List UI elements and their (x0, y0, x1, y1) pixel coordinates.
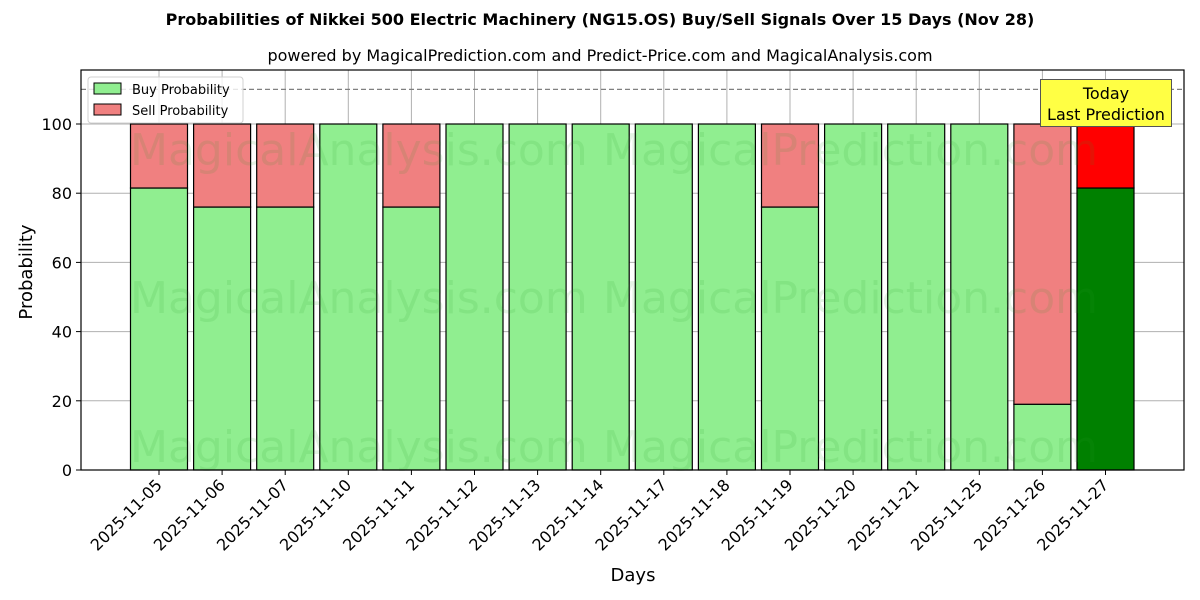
annotation-line2: Last Prediction (1047, 105, 1165, 124)
svg-text:MagicalAnalysis.com: MagicalAnalysis.com (130, 273, 588, 324)
svg-text:MagicalAnalysis.com: MagicalAnalysis.com (130, 422, 588, 473)
bar-2025-11-06 (193, 123, 252, 471)
svg-text:MagicalAnalysis.com: MagicalAnalysis.com (130, 125, 588, 176)
sell-segment (129, 123, 189, 189)
sell-segment (256, 123, 315, 208)
y-tick-label: 80 (52, 184, 72, 203)
watermarks: MagicalAnalysis.com MagicalPrediction.com… (130, 125, 1098, 473)
y-tick-label: 0 (62, 461, 72, 480)
buy-segment (1076, 187, 1135, 471)
buy-segment (319, 123, 378, 471)
buy-segment (823, 123, 883, 471)
y-tick-label: 60 (52, 253, 72, 272)
sell-segment (1013, 123, 1072, 405)
bar-2025-11-19 (760, 123, 820, 471)
bar-2025-11-25 (950, 123, 1009, 471)
bars (129, 123, 1135, 471)
buy-segment (760, 206, 820, 471)
bar-2025-11-05 (129, 123, 189, 471)
sell-segment (382, 123, 441, 208)
bar-2025-11-11 (382, 123, 441, 471)
svg-text:MagicalPrediction.com: MagicalPrediction.com (603, 273, 1098, 324)
bar-2025-11-18 (697, 123, 757, 471)
y-axis: 0 20 40 60 80 100 Probability (16, 115, 81, 480)
bar-2025-11-27 (1076, 123, 1135, 471)
bar-2025-11-17 (634, 123, 693, 471)
bar-2025-11-20 (823, 123, 883, 471)
y-tick-label: 100 (41, 115, 72, 134)
today-annotation: Today Last Prediction (1040, 79, 1172, 127)
x-axis-label: Days (611, 565, 656, 586)
buy-segment (634, 123, 693, 471)
sell-segment (760, 123, 820, 208)
sell-segment (1076, 123, 1135, 189)
buy-segment (129, 187, 189, 471)
y-tick-label: 20 (52, 392, 72, 411)
buy-segment (445, 123, 504, 471)
legend-sell: Sell Probability (132, 104, 229, 119)
bar-2025-11-14 (571, 123, 630, 471)
svg-text:MagicalPrediction.com: MagicalPrediction.com (603, 125, 1098, 176)
plot-frame (80, 69, 1185, 471)
buy-segment (697, 123, 757, 471)
sell-segment (193, 123, 252, 208)
legend-buy: Buy Probability (132, 83, 230, 98)
buy-segment (950, 123, 1009, 471)
chart-subtitle: powered by MagicalPrediction.com and Pre… (267, 46, 933, 65)
buy-segment (382, 206, 441, 471)
legend: Buy Probability Sell Probability (87, 76, 244, 124)
y-axis-label: Probability (16, 224, 37, 319)
chart-title: Probabilities of Nikkei 500 Electric Mac… (165, 10, 1035, 29)
annotation-line1: Today (1082, 84, 1130, 103)
buy-segment (571, 123, 630, 471)
buy-segment (508, 123, 567, 471)
y-tick-label: 40 (52, 323, 72, 342)
x-axis: 2025-11-052025-11-062025-11-072025-11-10… (87, 470, 1112, 586)
bar-2025-11-12 (445, 123, 504, 471)
bar-2025-11-10 (319, 123, 378, 471)
bar-2025-11-13 (508, 123, 567, 471)
svg-text:MagicalPrediction.com: MagicalPrediction.com (603, 422, 1098, 473)
bar-2025-11-26 (1013, 123, 1072, 471)
